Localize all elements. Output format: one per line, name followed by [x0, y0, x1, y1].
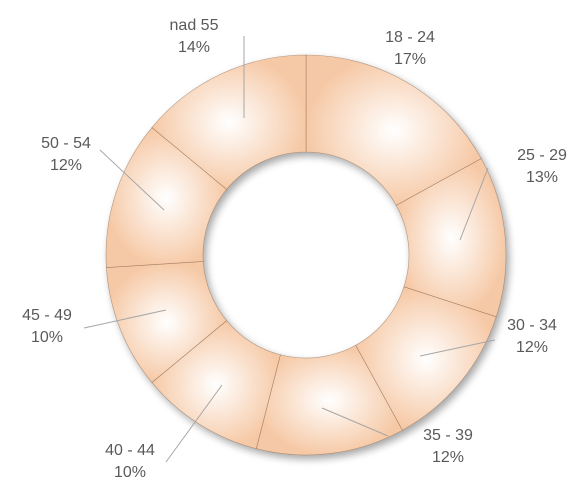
category-label-25-29: 25 - 29	[517, 147, 567, 164]
donut-slices	[106, 55, 506, 455]
category-label-18-24: 18 - 24	[385, 29, 435, 46]
value-label-35-39: 12%	[432, 449, 464, 466]
category-label-nad-55: nad 55	[170, 17, 219, 34]
category-label-30-34: 30 - 34	[507, 317, 557, 334]
category-label-45-49: 45 - 49	[22, 307, 72, 324]
value-label-40-44: 10%	[114, 464, 146, 481]
category-label-50-54: 50 - 54	[41, 135, 91, 152]
value-label-nad-55: 14%	[178, 39, 210, 56]
value-label-30-34: 12%	[516, 339, 548, 356]
value-label-45-49: 10%	[31, 329, 63, 346]
value-label-18-24: 17%	[394, 51, 426, 68]
value-label-25-29: 13%	[526, 169, 558, 186]
category-label-35-39: 35 - 39	[423, 427, 473, 444]
category-label-40-44: 40 - 44	[105, 442, 155, 459]
value-label-50-54: 12%	[50, 157, 82, 174]
